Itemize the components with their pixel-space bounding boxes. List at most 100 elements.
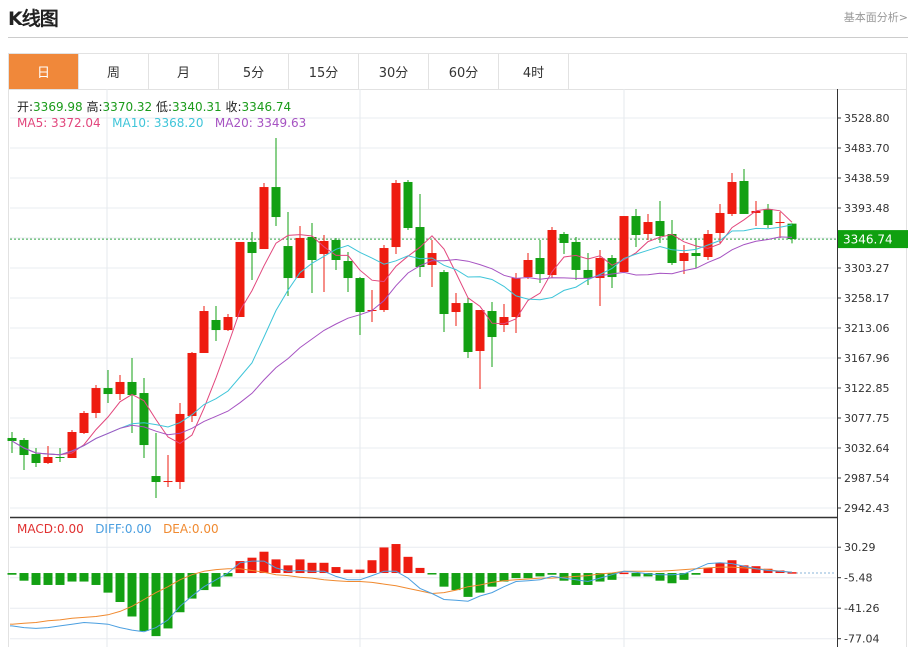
macd-bar (127, 573, 137, 617)
macd-bar (31, 573, 41, 585)
candle-up (451, 303, 461, 313)
ma5-legend: MA5: 3372.04 (17, 116, 101, 130)
ma10-legend: MA10: 3368.20 (112, 116, 204, 130)
y-tick-label: 2942.43 (844, 502, 890, 515)
tab-week[interactable]: 周 (79, 54, 149, 89)
y-tick-label: 3483.70 (844, 142, 890, 155)
candle-down (439, 272, 449, 315)
candle-down (307, 236, 317, 261)
candle-down (355, 278, 365, 313)
candle-up (163, 481, 173, 483)
macd-bar (139, 573, 149, 631)
tab-60min[interactable]: 60分 (429, 54, 499, 89)
low-label: 低: (156, 100, 173, 114)
macd-bar (715, 562, 725, 574)
macd-bar (523, 573, 533, 579)
candle-down (787, 223, 797, 240)
candle-down (571, 241, 581, 270)
candle-down (607, 258, 617, 278)
candle-down (343, 260, 353, 279)
macd-bar (427, 573, 437, 575)
macd-bar (199, 573, 209, 591)
candle-down (487, 311, 497, 338)
macd-bar (751, 566, 761, 574)
macd-bar (583, 573, 593, 585)
macd-bar (439, 573, 449, 587)
tab-day[interactable]: 日 (9, 54, 79, 89)
macd-bar (391, 544, 401, 574)
candle-down (559, 233, 569, 243)
macd-bar (259, 551, 269, 574)
macd-bar (739, 565, 749, 574)
candle-up (775, 222, 785, 224)
macd-bar (691, 573, 701, 575)
candle-down (535, 258, 545, 275)
candle-down (103, 388, 113, 395)
close-value: 3346.74 (241, 100, 292, 114)
candle-up (91, 388, 101, 413)
tab-month[interactable]: 月 (149, 54, 219, 89)
macd-y-tick-label: -41.26 (844, 602, 879, 615)
close-label: 收: (225, 100, 242, 114)
macd-bar (499, 573, 509, 582)
macd-bar (403, 556, 413, 574)
candle-down (631, 216, 641, 235)
candle-up (319, 240, 329, 255)
tab-15min[interactable]: 15分 (289, 54, 359, 89)
candle-down (463, 303, 473, 352)
macd-bar (487, 573, 497, 587)
macd-bar (511, 573, 521, 579)
candle-down (667, 233, 677, 263)
candle-down (283, 246, 293, 279)
high-label: 高: (86, 100, 103, 114)
candle-down (331, 239, 341, 261)
candle-up (175, 413, 185, 483)
ma20-legend: MA20: 3349.63 (214, 116, 307, 130)
macd-bar (163, 573, 173, 629)
macd-bar (283, 565, 293, 574)
dea-value: DEA:0.00 (163, 522, 219, 536)
tab-5min[interactable]: 5分 (219, 54, 289, 89)
candle-down (211, 319, 221, 331)
candle-down (151, 476, 161, 483)
macd-bar (415, 567, 425, 574)
candle-up (643, 222, 653, 234)
open-value: 3369.98 (33, 100, 83, 114)
candle-up (727, 181, 737, 214)
macd-bar (247, 557, 257, 574)
tab-30min[interactable]: 30分 (359, 54, 429, 89)
period-tabs: 日 周 月 5分 15分 30分 60分 4时 (9, 54, 906, 90)
macd-bar (355, 569, 365, 574)
macd-bar (115, 573, 125, 603)
macd-bar (235, 561, 245, 574)
macd-bar (463, 573, 473, 597)
macd-bar (55, 573, 65, 585)
macd-bar (331, 567, 341, 574)
candle-up (427, 253, 437, 265)
y-tick-label: 3213.06 (844, 322, 890, 335)
macd-bar (607, 573, 617, 580)
macd-bar (67, 573, 77, 582)
candle-up (259, 187, 269, 250)
macd-bar (43, 573, 53, 585)
macd-bar (595, 573, 605, 582)
ma5-line (11, 208, 793, 456)
macd-bar (151, 573, 161, 637)
fundamental-analysis-link[interactable]: 基本面分析> (843, 11, 908, 24)
y-tick-label: 3122.85 (844, 382, 890, 395)
macd-y-tick-label: -5.48 (844, 572, 872, 585)
y-tick-label: 3303.27 (844, 262, 890, 275)
macd-bar (451, 573, 461, 591)
y-tick-label: 3167.96 (844, 352, 890, 365)
macd-bar (679, 573, 689, 580)
tab-4hour[interactable]: 4时 (499, 54, 569, 89)
y-tick-label: 3438.59 (844, 172, 890, 185)
macd-bar (19, 573, 29, 581)
candle-up (511, 278, 521, 318)
y-tick-label: 2987.54 (844, 472, 890, 485)
y-tick-label: 3032.64 (844, 442, 890, 455)
y-tick-label: 3393.48 (844, 202, 890, 215)
macd-y-tick-label: 30.29 (844, 541, 876, 554)
candle-down (655, 221, 665, 236)
